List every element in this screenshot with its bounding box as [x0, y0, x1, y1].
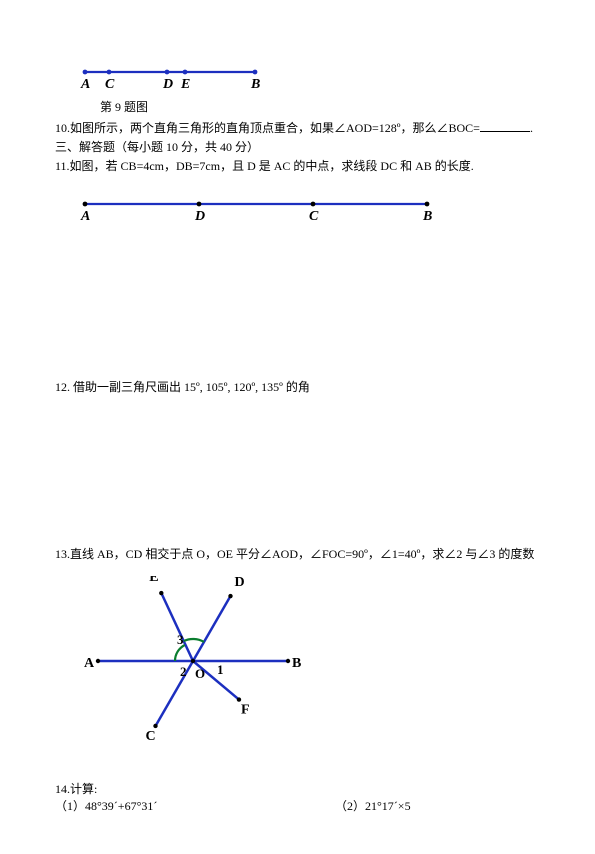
- svg-text:C: C: [309, 209, 319, 224]
- svg-text:2: 2: [180, 664, 187, 679]
- svg-text:B: B: [292, 656, 301, 671]
- svg-text:B: B: [422, 209, 432, 224]
- question-12: 12. 借助一副三角尺画出 15º, 105º, 120º, 135º 的角: [55, 378, 540, 395]
- figure-11: ADCB: [75, 192, 540, 228]
- svg-text:F: F: [241, 703, 250, 718]
- blank-fill: [480, 119, 530, 132]
- figure-13: E D B F C A 3 2 1O: [75, 576, 540, 750]
- svg-text:D: D: [194, 209, 205, 224]
- svg-text:A: A: [80, 77, 90, 92]
- svg-text:1: 1: [217, 662, 224, 677]
- figure-9-caption: 第 9 题图: [100, 98, 540, 115]
- figure-9: AC DE B: [75, 60, 540, 96]
- section-3-header: 三、解答题（每小题 10 分，共 40 分）: [55, 138, 540, 155]
- svg-text:A: A: [84, 656, 95, 671]
- question-10-tail: .: [530, 121, 533, 135]
- svg-text:D: D: [235, 576, 245, 590]
- question-10: 10.如图所示，两个直角三角形的直角顶点重合，如果∠AOD=128º，那么∠BO…: [55, 119, 540, 136]
- question-14-sub2: （2）21°17´×5: [335, 797, 411, 814]
- question-14: 14.计算: （1）48°39´+67°31´ （2）21°17´×5: [55, 780, 540, 814]
- question-10-text: 10.如图所示，两个直角三角形的直角顶点重合，如果∠AOD=128º，那么∠BO…: [55, 121, 480, 135]
- svg-text:A: A: [80, 209, 90, 224]
- question-14-title: 14.计算:: [55, 780, 540, 797]
- svg-text:D: D: [162, 77, 173, 92]
- question-13: 13.直线 AB，CD 相交于点 O，OE 平分∠AOD，∠FOC=90º，∠1…: [55, 545, 540, 562]
- svg-text:3: 3: [177, 632, 184, 647]
- svg-text:B: B: [250, 77, 260, 92]
- svg-text:E: E: [149, 576, 158, 585]
- svg-text:E: E: [180, 77, 190, 92]
- question-11: 11.如图，若 CB=4cm，DB=7cm，且 D 是 AC 的中点，求线段 D…: [55, 157, 540, 174]
- svg-text:O: O: [195, 666, 205, 681]
- question-14-sub1: （1）48°39´+67°31´: [55, 797, 335, 814]
- svg-text:C: C: [105, 77, 115, 92]
- svg-text:C: C: [146, 729, 156, 744]
